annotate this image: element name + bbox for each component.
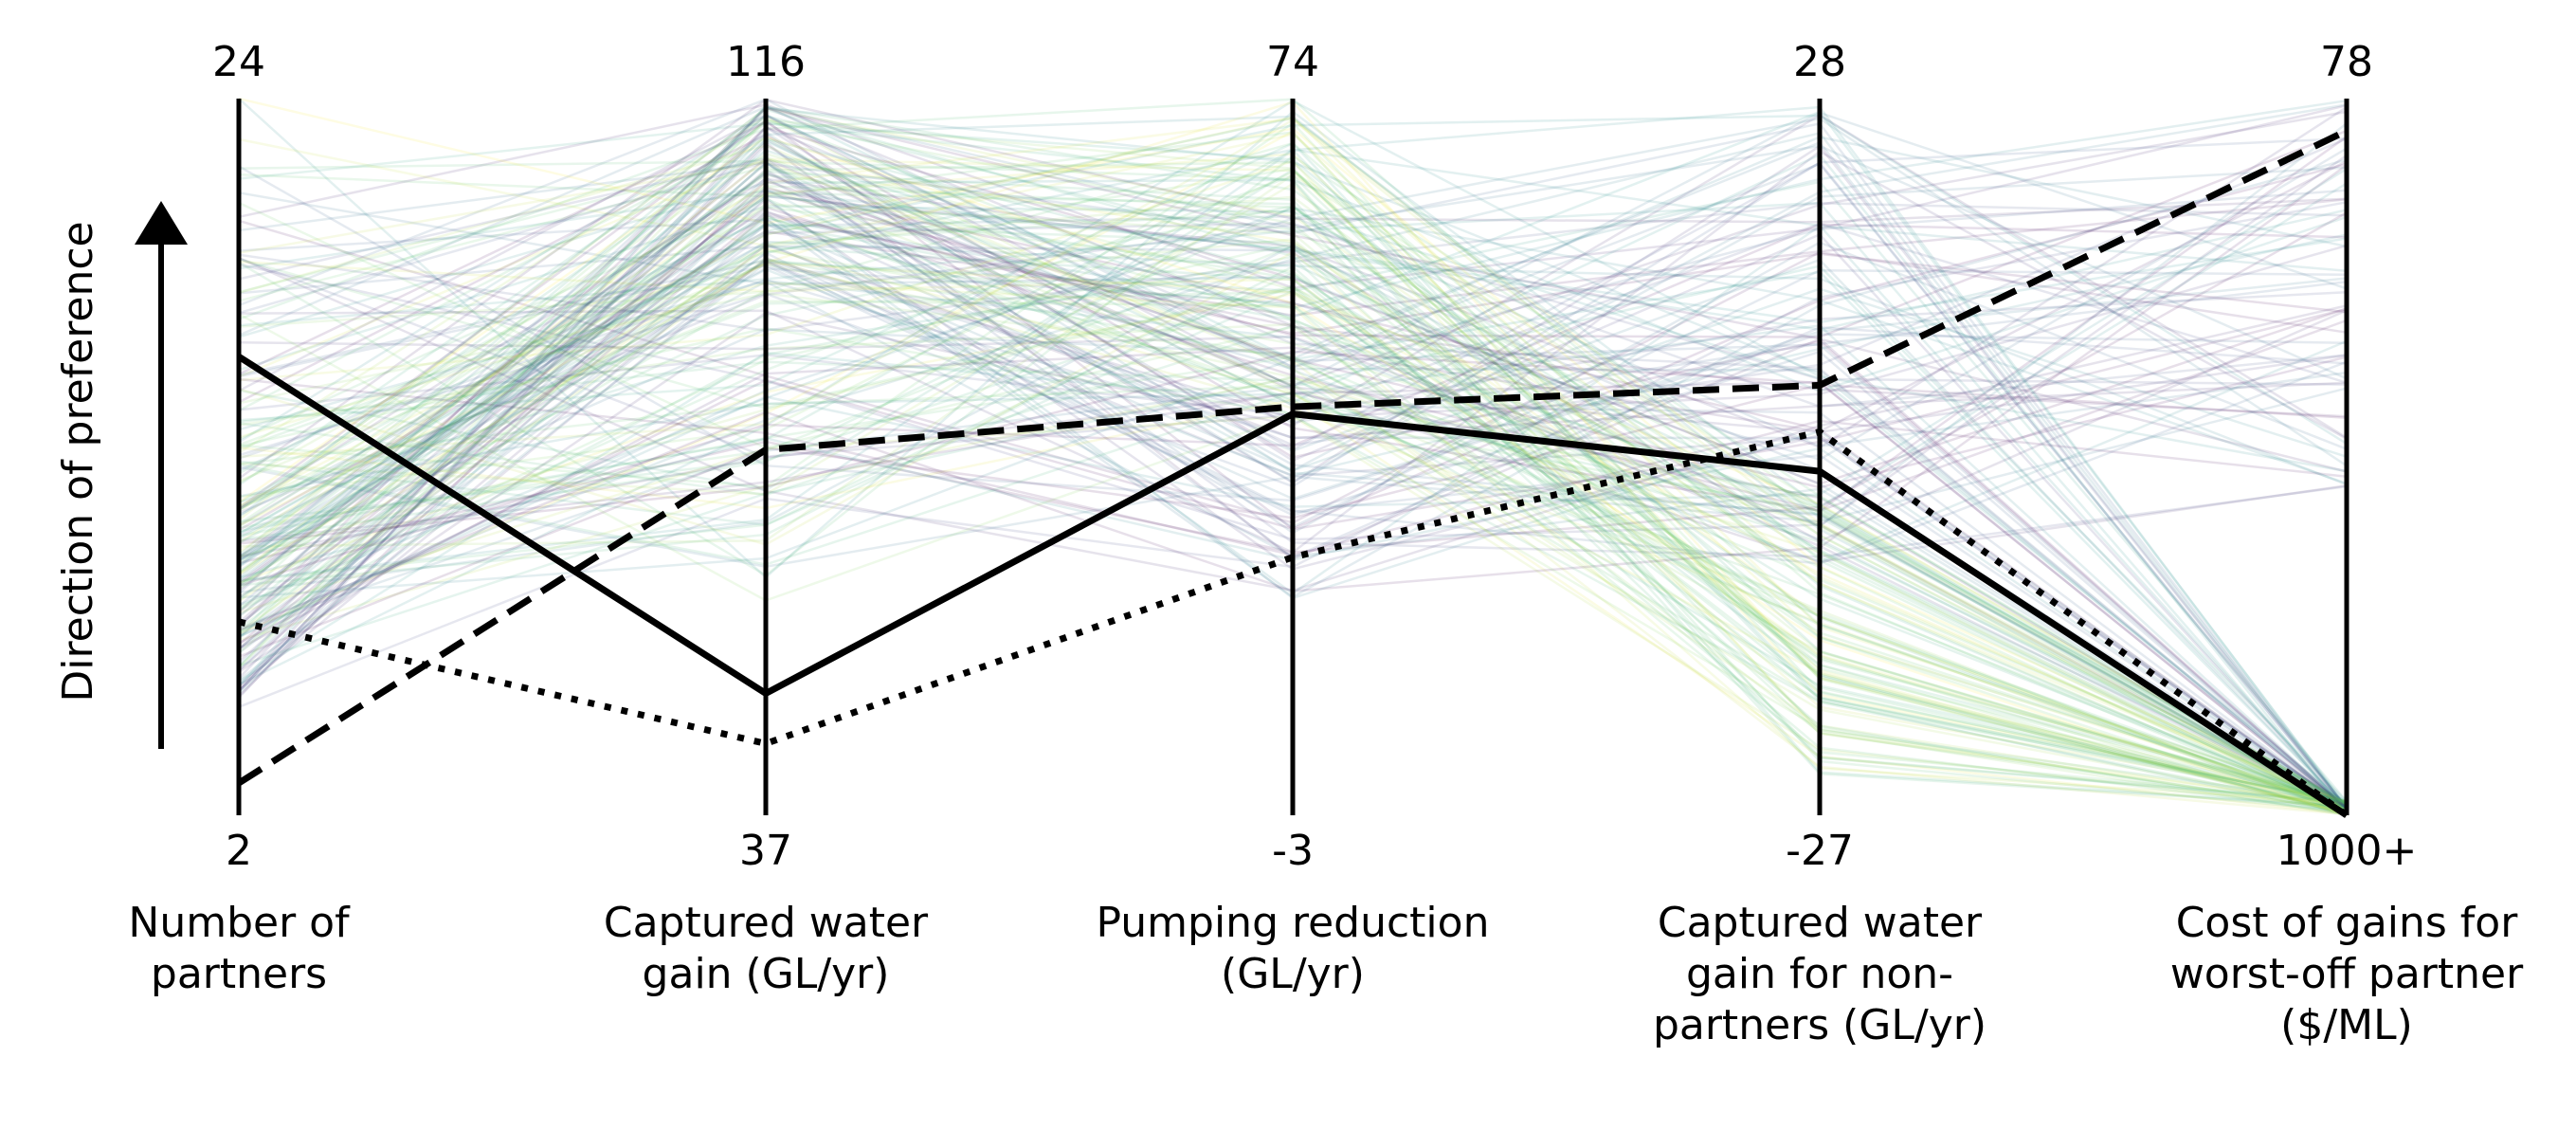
axis-name-line: Captured water (1658, 899, 1983, 947)
axis-name-line: gain (GL/yr) (643, 950, 890, 998)
highlighted-line-solid (237, 354, 2349, 818)
axis-name-line: Captured water (604, 899, 929, 947)
axis-top-label: 24 (212, 38, 265, 86)
axis-name-line: Cost of gains for (2176, 899, 2519, 947)
axis-name-line: gain for non- (1686, 950, 1953, 998)
axis-name-line: partners (151, 950, 327, 998)
axis-bottom-label: -27 (1786, 827, 1854, 875)
axis-top-label: 78 (2320, 38, 2373, 86)
highlighted-line-dotted (238, 428, 2349, 818)
highlighted-line-dashed (237, 127, 2349, 786)
axis-bottom-label: -3 (1272, 827, 1314, 875)
axis-top-label: 28 (1793, 38, 1846, 86)
axis-name-line: partners (GL/yr) (1653, 1001, 1986, 1049)
axis-name-line: Pumping reduction (1097, 899, 1490, 947)
axis-name-line: worst-off partner (2170, 950, 2524, 998)
axis-bottom-label: 37 (739, 827, 792, 875)
axis-name-line: (GL/yr) (1221, 950, 1365, 998)
preference-label: Direction of preference (54, 221, 102, 702)
axis-top-label: 116 (726, 38, 806, 86)
axis-bottom-label: 1000+ (2277, 827, 2418, 875)
highlighted-solution-lines (237, 127, 2349, 818)
preference-indicator: Direction of preference (54, 201, 188, 749)
axis-name-line: Number of (128, 899, 351, 947)
axis-top-label: 74 (1266, 38, 1319, 86)
axis-bottom-label: 2 (226, 827, 252, 875)
axis-name-line: ($/ML) (2280, 1001, 2413, 1049)
preference-arrow-head (135, 201, 188, 245)
